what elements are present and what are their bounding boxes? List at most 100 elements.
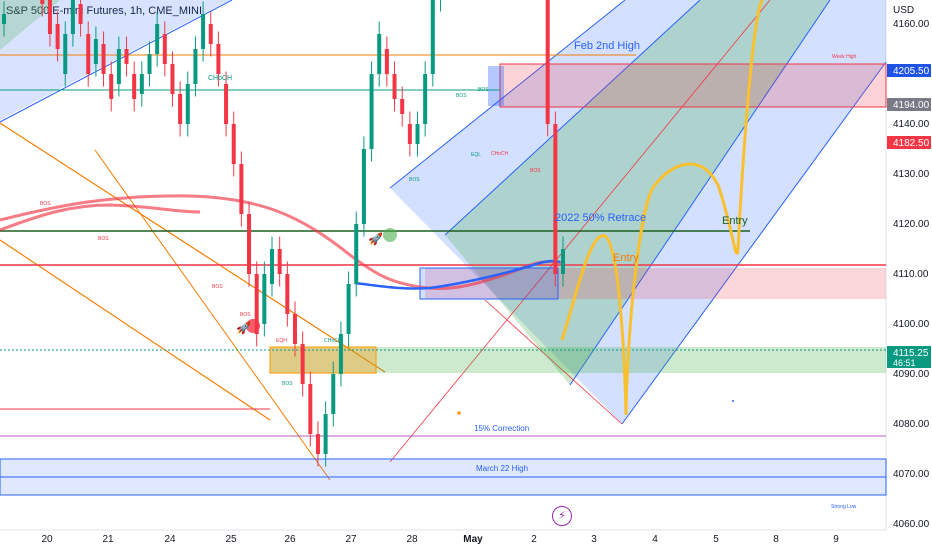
- ma-red-left: [0, 203, 201, 232]
- candle-body: [377, 34, 382, 74]
- bos-label: BOS: [282, 381, 293, 387]
- time-tick-label: 2: [531, 534, 537, 545]
- candle-body: [231, 124, 236, 164]
- price-badge-value: 4205.50: [893, 66, 930, 77]
- choch-label-small: CHoCH: [324, 338, 342, 344]
- price-axis-bg: [886, 0, 932, 550]
- candle-body: [193, 49, 198, 84]
- price-tick-label: 4160.00: [893, 19, 930, 30]
- candle-body: [239, 164, 244, 214]
- candle-body: [101, 44, 106, 74]
- bos-label: BOS: [530, 168, 541, 174]
- correction-label: 15% Correction: [474, 424, 529, 433]
- chart-title: S&P 500 E-mini Futures, 1h, CME_MINI: [6, 5, 203, 17]
- candle-body: [270, 249, 275, 284]
- candle-body: [116, 49, 121, 84]
- time-tick-label: 25: [225, 534, 237, 545]
- red-signal-marker: [246, 319, 260, 333]
- week-high-label: Week High: [832, 54, 857, 60]
- price-tick-label: 4110.00: [893, 269, 929, 280]
- price-tick-label: 4140.00: [893, 119, 930, 130]
- candle-body: [331, 374, 336, 414]
- upper-left-channel-edge: [0, 0, 233, 123]
- candle-body: [430, 0, 435, 74]
- time-tick-label: 24: [164, 534, 176, 545]
- strong-low-label: Strong Low: [831, 504, 857, 510]
- time-tick-label: 20: [41, 534, 53, 545]
- green-demand-zone: [270, 347, 886, 373]
- time-tick-label: 28: [406, 534, 418, 545]
- candle-body: [93, 39, 98, 64]
- retrace-label: 2022 50% Retrace: [555, 212, 646, 224]
- candle-body: [162, 34, 167, 64]
- price-badge: [887, 64, 931, 77]
- eqh-label: EQH: [276, 338, 287, 344]
- candle-body: [178, 94, 183, 124]
- blue-ob-zone: [419, 267, 559, 300]
- candle-body: [415, 124, 420, 144]
- candle-body: [201, 14, 206, 49]
- time-tick-label: 5: [713, 534, 719, 545]
- candle-body: [338, 334, 343, 374]
- candle-body: [400, 99, 405, 114]
- pitchfork-line-d: [621, 61, 887, 425]
- eql-label: EQL: [471, 152, 481, 158]
- time-tick-label: 9: [833, 534, 839, 545]
- bos-label: BOS: [212, 284, 223, 290]
- orange-eqh-zone: [269, 346, 377, 374]
- march-high-label: March 22 High: [476, 464, 528, 473]
- candle-body: [224, 84, 229, 124]
- projection-curve: [560, 0, 764, 416]
- time-tick-label: 3: [591, 534, 597, 545]
- candle-body: [384, 49, 389, 74]
- candle-body: [208, 24, 213, 44]
- candle-body: [392, 74, 397, 99]
- candle-body: [70, 0, 75, 34]
- time-tick-label: 26: [284, 534, 296, 545]
- pitchfork-line-b: [444, 0, 701, 236]
- feb-high-label: Feb 2nd High: [574, 40, 640, 52]
- price-tick-label: 4060.00: [893, 519, 930, 530]
- pitchfork-handle-red: [484, 299, 623, 425]
- price-tick-label: 4090.00: [893, 369, 930, 380]
- entry-upper-label: Entry: [722, 215, 748, 227]
- price-badge: [887, 98, 931, 111]
- candle-body: [247, 214, 252, 274]
- desc-channel-lower: [0, 239, 271, 421]
- price-badge-value: 4194.00: [893, 100, 930, 111]
- candle-body: [47, 0, 52, 34]
- green-signal-marker: [383, 228, 397, 242]
- lightning-icon[interactable]: ⚡: [552, 506, 572, 526]
- dot-marker-2: [732, 400, 734, 402]
- price-tick-label: 4080.00: [893, 419, 930, 430]
- choch-label: CHoCH: [208, 75, 232, 82]
- bos-label: BOS: [456, 93, 467, 99]
- candle-body: [292, 314, 297, 344]
- candle-series: [2, 0, 565, 467]
- candle-body: [147, 54, 152, 74]
- candle-body: [407, 124, 412, 144]
- candle-body: [262, 274, 267, 324]
- candle-body: [553, 124, 558, 274]
- bos-label: BOS: [40, 201, 51, 207]
- time-tick-label: 21: [102, 534, 114, 545]
- time-axis[interactable]: 20 21 24 25 26 27 28 May 2 3 4 5 8 9: [41, 534, 839, 545]
- top-ob-zone: [488, 66, 504, 106]
- candle-body: [170, 64, 175, 94]
- time-tick-label: 27: [345, 534, 357, 545]
- price-tick-label: 4070.00: [893, 469, 930, 480]
- candle-body: [216, 44, 221, 74]
- candle-body: [545, 0, 550, 124]
- candle-body: [354, 224, 359, 284]
- dot-marker: [457, 411, 461, 415]
- rocket-icon-2: 🚀: [368, 232, 383, 246]
- candle-body: [315, 434, 320, 454]
- candle-body: [78, 4, 83, 24]
- candle-body: [300, 344, 305, 384]
- candle-body: [124, 49, 129, 64]
- desc-channel-upper: [0, 122, 386, 373]
- price-tick-label: 4120.00: [893, 219, 930, 230]
- rocket-icon-1: 🚀: [236, 321, 251, 335]
- candle-body: [2, 14, 6, 24]
